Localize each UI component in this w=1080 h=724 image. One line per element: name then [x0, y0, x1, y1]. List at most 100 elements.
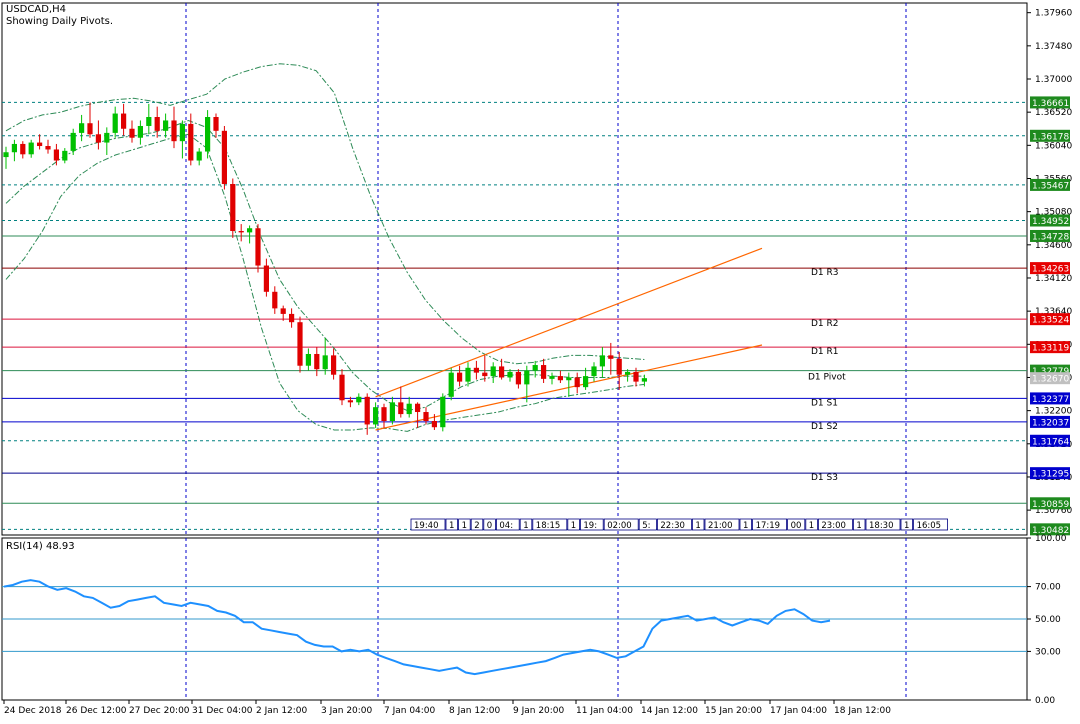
candle-down [297, 322, 303, 366]
level-tag [1030, 214, 1070, 227]
candle-up [112, 113, 118, 133]
x-tick-label: 24 Dec 2018 [4, 706, 62, 716]
level-tag [1030, 392, 1070, 405]
time-box [470, 518, 484, 531]
pivot-level-label: D1 S1 [811, 398, 838, 408]
time-box [704, 518, 740, 531]
time-box [532, 518, 568, 531]
rsi-line [3, 579, 831, 676]
level-tag [1030, 178, 1070, 191]
x-tick-label: 18 Jan 12:00 [834, 706, 891, 716]
x-tick-label: 8 Jan 12:00 [449, 706, 501, 716]
candle-down [616, 358, 622, 375]
time-box [495, 518, 520, 531]
candle-up [104, 132, 110, 143]
time-box-label: 1 [809, 521, 814, 531]
level-tag-value: 1.30859 [1032, 500, 1069, 510]
time-box-label: 19:40 [414, 521, 439, 531]
x-tick-label: 15 Jan 20:00 [705, 706, 762, 716]
candle-down [608, 355, 614, 359]
level-tag-value: 1.35467 [1032, 181, 1069, 191]
pivot-label: D1 Pivot [808, 373, 846, 383]
price-tick-label: 1.33640 [1035, 307, 1072, 317]
pivot-level-label: D1 S2 [811, 422, 838, 432]
price-tick-label: 1.30760 [1035, 506, 1072, 516]
candle-up [62, 150, 68, 161]
time-box [519, 518, 533, 531]
candle-down [423, 412, 429, 421]
time-box [657, 518, 692, 531]
candle-down [87, 123, 93, 135]
time-box-label: 23:00 [821, 521, 846, 531]
price-tick-label: 1.37960 [1035, 9, 1072, 19]
candle-down [37, 142, 43, 147]
current-price-tag [1030, 372, 1070, 385]
level-tag-value: 1.31295 [1032, 470, 1069, 480]
x-tick-label: 3 Jan 20:00 [321, 706, 373, 716]
candle-down [482, 372, 488, 377]
level-tag [1030, 434, 1070, 447]
candle-down [473, 367, 479, 373]
candle-up [205, 117, 211, 152]
level-tag-value: 1.34263 [1032, 265, 1069, 275]
rsi-title: RSI(14) 48.93 [6, 541, 75, 552]
level-tag [1030, 313, 1070, 326]
price-tick-label: 1.32200 [1035, 407, 1072, 417]
candle-up [196, 151, 202, 161]
candle-up [490, 366, 496, 377]
candle-up [566, 377, 572, 381]
time-box-label: 22:30 [660, 521, 685, 531]
candle-up [356, 396, 362, 403]
candle-up [373, 407, 379, 425]
pivot-level-label: D1 S3 [811, 473, 838, 483]
pivot-level-label: D1 R2 [811, 319, 839, 329]
candle-down [188, 123, 194, 161]
time-box-label: 1 [904, 521, 909, 531]
candle-down [121, 113, 127, 129]
level-tag [1030, 96, 1070, 109]
time-box [567, 518, 580, 531]
time-box [818, 518, 853, 531]
price-tick-label: 1.36040 [1035, 141, 1072, 151]
candle-down [515, 371, 521, 385]
time-box-label: 1 [523, 521, 528, 531]
candle-down [314, 353, 320, 370]
bollinger-lower [5, 133, 645, 432]
candle-down [95, 134, 101, 143]
candle-up [599, 355, 605, 367]
level-tag-value: 1.30482 [1032, 526, 1069, 536]
level-tag-value: 1.36178 [1032, 132, 1069, 142]
candle-down [364, 396, 370, 425]
time-box-label: 2 [474, 521, 479, 531]
x-tick-label: 2 Jan 12:00 [256, 706, 308, 716]
time-box [805, 518, 818, 531]
level-tag [1030, 497, 1070, 510]
price-tick-label: 1.34600 [1035, 241, 1072, 251]
candle-up [641, 378, 647, 382]
x-tick-label: 27 Dec 20:00 [129, 706, 190, 716]
time-box [410, 518, 446, 531]
time-box [853, 518, 866, 531]
x-tick-label: 31 Dec 04:00 [192, 706, 253, 716]
price-panel-frame [1, 2, 1028, 536]
time-box-label: 21:00 [708, 521, 733, 531]
level-tag-value: 1.33119 [1032, 344, 1069, 354]
level-tag-value: 1.32779 [1032, 367, 1069, 377]
chart-subtitle: Showing Daily Pivots. [6, 16, 114, 27]
candle-down [499, 366, 505, 378]
time-box-label: 17:19 [756, 521, 781, 531]
candle-up [3, 152, 9, 158]
level-tag [1030, 262, 1070, 275]
level-tag [1030, 467, 1070, 480]
candle-down [457, 372, 463, 382]
candle-down [230, 184, 236, 231]
candle-up [70, 132, 76, 151]
candle-down [415, 403, 421, 413]
candle-up [583, 376, 589, 388]
time-box [787, 518, 806, 531]
candle-up [448, 372, 454, 397]
candle-up [322, 355, 328, 370]
time-box [638, 518, 657, 531]
